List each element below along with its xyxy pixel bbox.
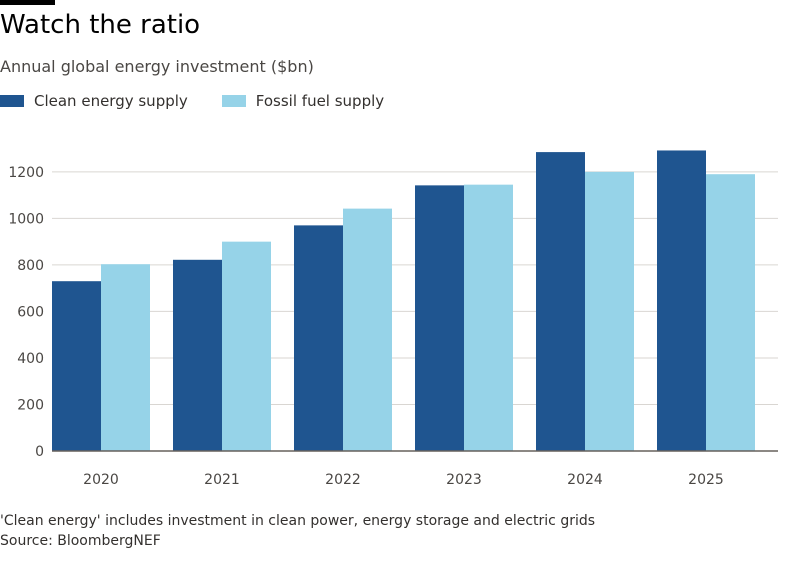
- bar-clean-energy: [536, 152, 585, 451]
- x-tick-label: 2024: [567, 472, 603, 488]
- y-tick-label: 800: [17, 258, 44, 274]
- bar-fossil-fuel: [222, 241, 271, 451]
- bar-clean-energy: [52, 281, 101, 451]
- x-tick-label: 2020: [83, 472, 119, 488]
- legend-swatch-fossil: [221, 95, 246, 107]
- bar-clean-energy: [173, 259, 222, 451]
- legend-item-fossil: Fossil fuel supply: [221, 92, 385, 110]
- legend: Clean energy supply Fossil fuel supply: [0, 92, 418, 110]
- y-tick-label: 1000: [8, 211, 44, 227]
- x-tick-label: 2025: [688, 472, 724, 488]
- y-tick-label: 200: [17, 397, 44, 413]
- chart-subtitle: Annual global energy investment ($bn): [0, 57, 314, 76]
- legend-swatch-clean: [0, 95, 24, 107]
- bar-fossil-fuel: [464, 184, 513, 452]
- top-rule: [0, 0, 55, 5]
- bar-chart: 0 200 400 600 800 1000 1200 2020 2021 2022 2023 202…: [8, 150, 778, 488]
- y-tick-label: 0: [35, 444, 44, 460]
- legend-label-fossil: Fossil fuel supply: [255, 92, 385, 110]
- bar-fossil-fuel: [706, 174, 755, 451]
- bar-fossil-fuel: [585, 171, 634, 451]
- x-tick-label: 2023: [446, 472, 482, 488]
- x-tick-label: 2021: [204, 472, 240, 488]
- y-tick-label: 600: [17, 304, 44, 320]
- bar-clean-energy: [294, 225, 343, 451]
- legend-label-clean: Clean energy supply: [34, 92, 188, 110]
- bar-layer: [52, 150, 755, 452]
- y-tick-label: 1200: [8, 165, 44, 181]
- bar-fossil-fuel: [343, 208, 392, 451]
- bar-clean-energy: [657, 150, 706, 452]
- source-note: Source: BloombergNEF: [0, 533, 161, 549]
- label-layer: 0 200 400 600 800 1000 1200 2020 2021 2022 2023 202…: [8, 165, 723, 488]
- bar-clean-energy: [415, 185, 464, 451]
- bar-fossil-fuel: [101, 264, 150, 451]
- legend-item-clean: Clean energy supply: [0, 92, 188, 110]
- chart-title: Watch the ratio: [0, 10, 201, 40]
- y-tick-label: 400: [17, 351, 44, 367]
- footnote: 'Clean energy' includes investment in cl…: [0, 513, 596, 529]
- x-tick-label: 2022: [325, 472, 361, 488]
